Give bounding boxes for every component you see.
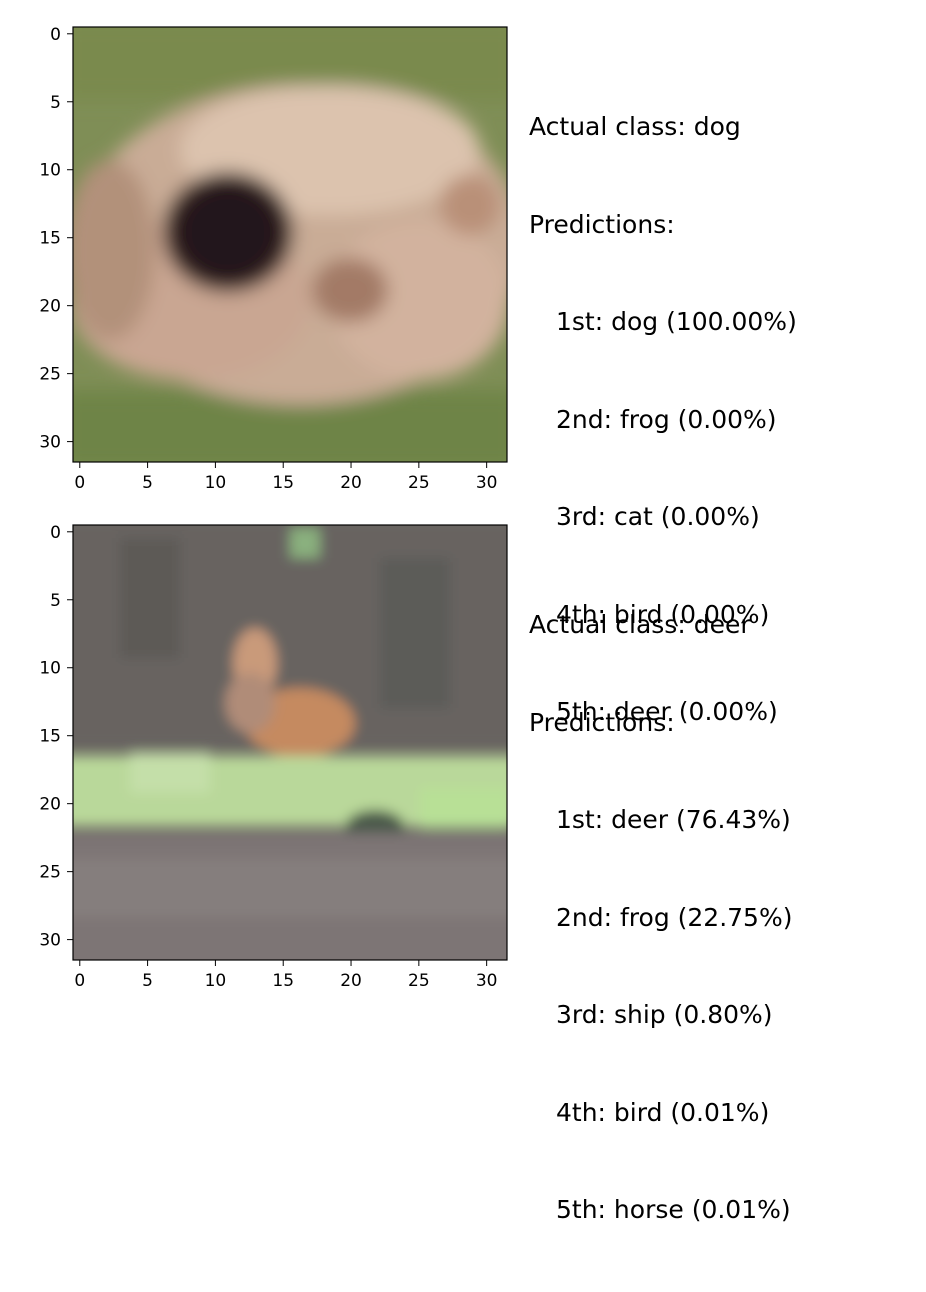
y-tick-label: 15 (39, 727, 61, 747)
y-tick-label: 5 (50, 591, 61, 611)
prediction-item: 2nd: frog (0.00%) (556, 404, 777, 434)
prediction-item: 1st: dog (100.00%) (556, 307, 797, 336)
y-tick-label: 20 (39, 795, 61, 815)
predictions-heading: Predictions: (529, 707, 675, 737)
x-tick-label: 30 (476, 971, 498, 991)
x-tick-label: 5 (142, 473, 153, 493)
x-tick-label: 0 (74, 971, 85, 991)
y-tick-label: 15 (39, 229, 61, 249)
tick-group: 0 5 10 15 20 25 30 0 5 10 15 20 25 30 (39, 25, 497, 493)
prediction-item: 2nd: frog (22.75%) (556, 902, 793, 932)
axes-frame (72, 524, 508, 961)
x-tick-label: 25 (408, 971, 430, 991)
x-tick-label: 15 (272, 971, 294, 991)
y-tick-label: 5 (50, 93, 61, 113)
actual-class-label: Actual class: deer (529, 610, 751, 639)
x-tick-label: 0 (74, 473, 85, 493)
prediction-info-1: Actual class: dog Predictions: 1st: dog … (529, 46, 797, 794)
x-tick-label: 5 (142, 971, 153, 991)
x-tick-label: 20 (340, 473, 362, 493)
x-tick-label: 25 (408, 473, 430, 493)
prediction-item: 5th: horse (0.01%) (556, 1195, 791, 1224)
prediction-item: 4th: bird (0.00%) (556, 599, 770, 629)
axes-1: 0 5 10 15 20 25 30 0 5 10 15 20 25 30 (39, 25, 508, 493)
y-tick-label: 25 (39, 863, 61, 883)
figure-panel-2: 0 5 10 15 20 25 30 0 5 10 15 20 25 30 Actual class: d… (0, 498, 926, 1224)
y-tick-label: 0 (50, 523, 61, 543)
x-tick-label: 30 (476, 473, 498, 493)
prediction-item: 4th: bird (0.01%) (556, 1097, 770, 1127)
y-tick-label: 10 (39, 659, 61, 679)
x-tick-label: 20 (340, 971, 362, 991)
prediction-item: 1st: deer (76.43%) (556, 805, 791, 834)
y-tick-label: 30 (39, 433, 61, 453)
y-tick-label: 25 (39, 365, 61, 385)
x-tick-label: 15 (272, 473, 294, 493)
prediction-item: 3rd: cat (0.00%) (556, 502, 760, 531)
prediction-item: 5th: deer (0.00%) (556, 697, 778, 726)
deer-image (73, 525, 507, 960)
y-tick-label: 20 (39, 297, 61, 317)
x-tick-label: 10 (205, 473, 227, 493)
axes-2: 0 5 10 15 20 25 30 0 5 10 15 20 25 30 (39, 523, 508, 991)
tick-group: 0 5 10 15 20 25 30 0 5 10 15 20 25 30 (39, 523, 497, 991)
predictions-heading: Predictions: (529, 209, 675, 239)
y-tick-label: 0 (50, 25, 61, 45)
prediction-info-2: Actual class: deer Predictions: 1st: dee… (529, 544, 792, 1292)
x-tick-label: 10 (205, 971, 227, 991)
y-tick-label: 10 (39, 161, 61, 181)
figure-panel-1: 0 5 10 15 20 25 30 0 5 10 15 20 25 30 Actual class: d… (0, 0, 926, 726)
axes-frame (72, 26, 508, 463)
dog-image (73, 27, 507, 462)
y-tick-label: 30 (39, 931, 61, 951)
actual-class-label: Actual class: dog (529, 112, 741, 141)
prediction-item: 3rd: ship (0.80%) (556, 1000, 773, 1029)
